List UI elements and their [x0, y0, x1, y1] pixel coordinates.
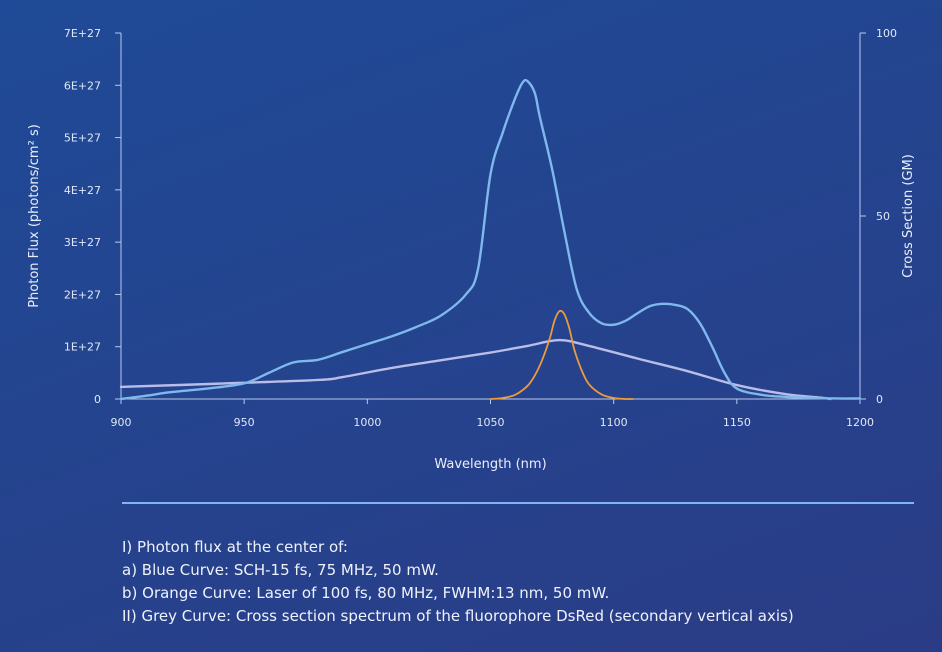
y2-tick-label: 100 — [876, 27, 897, 40]
x-tick-label: 900 — [111, 416, 132, 429]
y-tick-label: 4E+27 — [64, 184, 101, 197]
x-tick-label: 1100 — [600, 416, 628, 429]
y-tick-label: 0 — [94, 393, 101, 406]
y-tick-label: 6E+27 — [64, 79, 101, 92]
y-tick-label: 2E+27 — [64, 288, 101, 301]
note-line-3: b) Orange Curve: Laser of 100 fs, 80 MHz… — [122, 584, 610, 602]
orange-curve — [489, 309, 635, 400]
blue-curve — [119, 78, 862, 401]
y-tick-label: 7E+27 — [64, 27, 101, 40]
chart-notes: I) Photon flux at the center of: a) Blue… — [122, 536, 902, 628]
x-tick-label: 1150 — [723, 416, 751, 429]
note-line-2: a) Blue Curve: SCH-15 fs, 75 MHz, 50 mW. — [122, 561, 439, 579]
y-tick-label: 3E+27 — [64, 236, 101, 249]
note-line-1: I) Photon flux at the center of: — [122, 538, 348, 556]
y2-tick-label: 50 — [876, 210, 890, 223]
x-tick-label: 1200 — [846, 416, 874, 429]
x-tick-label: 1050 — [477, 416, 505, 429]
y-tick-label: 5E+27 — [64, 132, 101, 145]
grey-curve — [119, 338, 832, 401]
y-axis-title: Photon Flux (photons/cm² s) — [27, 124, 42, 308]
x-tick-label: 1000 — [353, 416, 381, 429]
y2-tick-label: 0 — [876, 393, 883, 406]
x-axis-title: Wavelength (nm) — [434, 457, 546, 472]
note-line-4: II) Grey Curve: Cross section spectrum o… — [122, 607, 794, 625]
x-tick-label: 950 — [234, 416, 255, 429]
y2-axis-title: Cross Section (GM) — [901, 154, 916, 278]
divider-line — [122, 502, 914, 504]
y-tick-label: 1E+27 — [64, 341, 101, 354]
chart: 900 950 1000 1050 1100 1150 120001E+272E+273E+… — [27, 27, 916, 472]
